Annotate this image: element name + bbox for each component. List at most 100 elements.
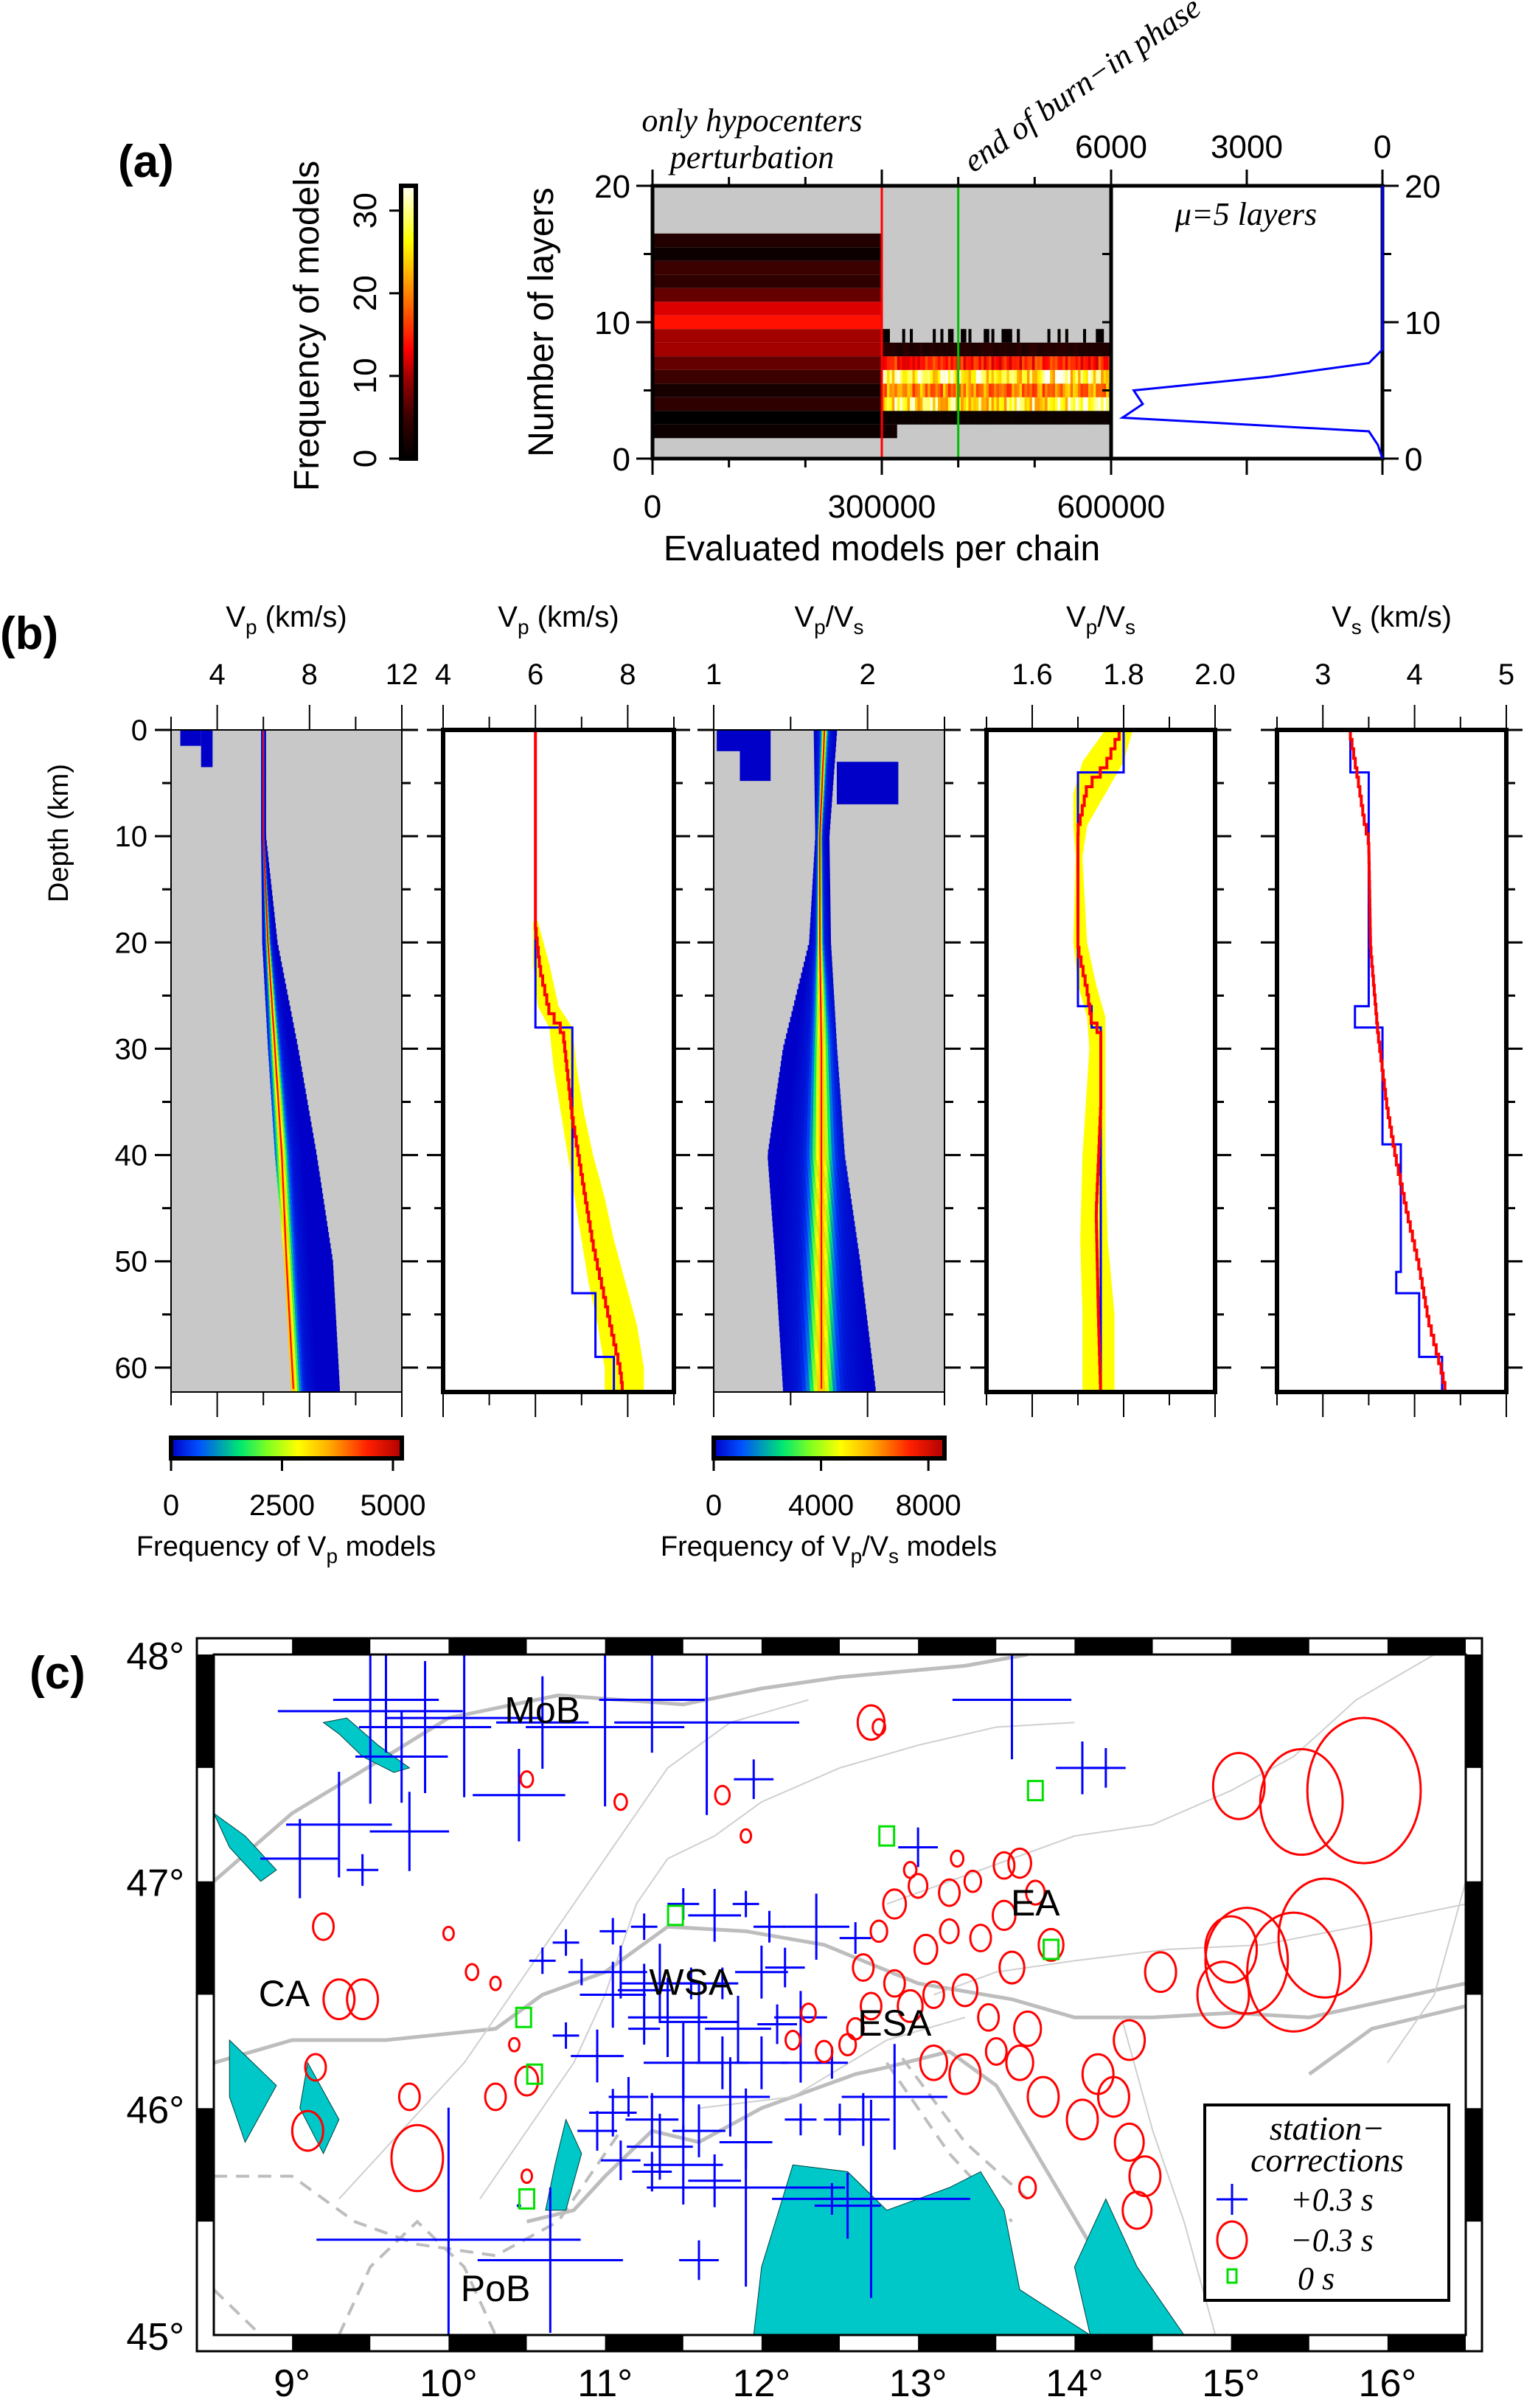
xtick-label: 6 — [527, 658, 543, 691]
density-cell — [279, 1210, 282, 1217]
density-cell — [324, 1248, 328, 1255]
density-cell — [319, 1259, 321, 1266]
density-cell — [824, 801, 826, 808]
density-cell — [818, 933, 820, 940]
density-cell — [807, 1028, 810, 1034]
density-cell — [294, 1342, 297, 1349]
density-cell — [307, 1348, 310, 1354]
heatmap-a-cell — [1075, 369, 1079, 384]
density-cell — [824, 895, 827, 902]
density-cell — [280, 1033, 282, 1040]
density-cell — [829, 768, 830, 775]
density-cell — [832, 757, 835, 764]
density-cell — [830, 807, 832, 813]
density-cell — [311, 1348, 314, 1354]
heatmap-a-cell — [894, 342, 898, 357]
heatmap-a-cell — [953, 356, 956, 370]
density-cell — [274, 1077, 276, 1084]
density-cell — [315, 1381, 318, 1388]
density-cell — [314, 1292, 317, 1299]
density-cell — [820, 906, 822, 913]
density-cell — [283, 1188, 286, 1194]
heatmap-a-cell — [653, 424, 882, 439]
heatmap-a-cell — [938, 411, 942, 425]
density-cell — [834, 751, 835, 758]
density-cell — [825, 751, 827, 758]
density-cell — [815, 735, 816, 742]
density-cell — [827, 978, 829, 984]
density-cell — [268, 995, 271, 1001]
density-cell — [805, 978, 807, 984]
heatmap-a-cell — [884, 356, 888, 370]
density-cell — [289, 1160, 292, 1166]
density-cell — [285, 1011, 288, 1017]
density-cell — [326, 1292, 329, 1299]
density-cell — [294, 1082, 296, 1089]
density-cell — [292, 1292, 295, 1299]
density-cell — [302, 1264, 305, 1271]
density-cell — [822, 890, 824, 896]
density-cell — [812, 933, 814, 940]
density-cell — [302, 1138, 305, 1144]
heatmap-a-cell — [930, 411, 933, 425]
density-cell — [827, 1028, 830, 1034]
density-cell — [290, 1088, 293, 1095]
heatmap-a-cell — [996, 411, 1000, 425]
density-cell — [822, 812, 824, 819]
density-cell — [824, 857, 827, 863]
density-cell — [821, 762, 822, 769]
density-cell — [302, 1093, 304, 1100]
density-cell — [283, 1149, 286, 1155]
density-cell — [274, 1093, 276, 1100]
density-cell — [819, 784, 821, 791]
density-cell — [828, 922, 830, 929]
density-cell — [807, 956, 809, 962]
heatmap-a-cell — [889, 411, 893, 425]
density-cell — [813, 933, 815, 940]
panel-b-label: (b) — [0, 608, 58, 659]
density-cell — [295, 1088, 297, 1095]
density-cell — [273, 978, 274, 984]
density-cell — [833, 735, 835, 742]
density-cell — [306, 1144, 309, 1150]
density-cell — [822, 829, 824, 835]
density-cell — [295, 1099, 298, 1106]
density-cell — [284, 1160, 287, 1166]
density-cell — [282, 995, 284, 1001]
density-cell — [293, 1044, 295, 1051]
panel-axis-title: Vp (km/s) — [498, 601, 619, 638]
density-cell — [826, 784, 827, 791]
density-cell — [282, 1066, 285, 1073]
density-cell — [299, 1149, 302, 1155]
density-cell — [818, 906, 820, 913]
density-cell — [821, 1000, 824, 1006]
density-cell — [333, 1309, 336, 1315]
density-cell — [813, 944, 814, 951]
density-cell — [829, 784, 830, 791]
density-cell — [810, 933, 812, 940]
density-cell — [812, 895, 814, 902]
density-cell — [803, 967, 806, 973]
density-cell — [286, 1160, 288, 1166]
density-cell — [285, 1155, 288, 1161]
density-cell — [803, 1006, 806, 1012]
density-cell — [287, 1276, 290, 1282]
density-cell — [327, 1315, 330, 1321]
heatmap-a-cell — [1014, 397, 1017, 411]
density-cell — [330, 1331, 333, 1337]
density-cell — [285, 1039, 288, 1045]
density-cell — [304, 1149, 307, 1155]
density-cell — [318, 1188, 321, 1194]
density-cell — [306, 1331, 309, 1337]
density-cell — [818, 879, 820, 885]
density-cell — [290, 1221, 293, 1227]
density-cell — [326, 1287, 329, 1293]
density-cell — [302, 1121, 304, 1128]
density-cell — [303, 1215, 306, 1222]
density-cell — [305, 1353, 308, 1360]
density-cell — [308, 1337, 311, 1343]
density-cell — [832, 1011, 835, 1017]
density-cell — [289, 1231, 292, 1238]
density-cell — [811, 956, 813, 962]
